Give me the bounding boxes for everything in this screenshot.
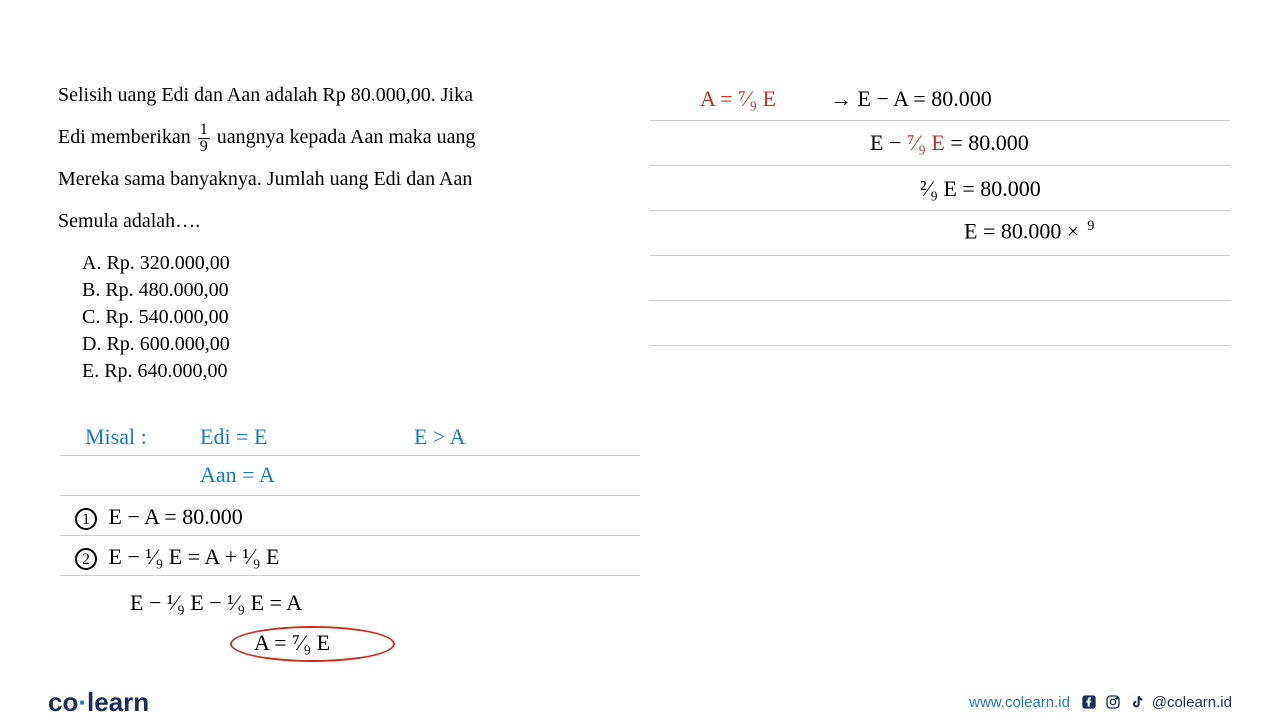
rule-line [650,255,1230,256]
circled-1: 1 [75,508,97,530]
problem-line1: Selisih uang Edi dan Aan adalah Rp 80.00… [58,76,598,114]
problem-line2: Edi memberikan 19 uangnya kepada Aan mak… [58,118,598,156]
option-d: D. Rp. 600.000,00 [82,331,230,358]
option-b: B. Rp. 480.000,00 [82,277,230,304]
social-handle: @colearn.id [1080,693,1232,711]
hand-edi: Edi = E [200,424,267,450]
hand-eq3: E − ¹⁄₉ E − ¹⁄₉ E = A [130,590,302,616]
hand-eq1: E − A = 80.000 [109,504,243,529]
hand-aan: Aan = A [200,462,275,488]
hand-eq1-row: 1 E − A = 80.000 [75,504,243,530]
hand-eq2: E − ¹⁄₉ E = A + ¹⁄₉ E [109,544,280,569]
hand-r4: E = 80.000 ×9 [964,218,1094,244]
answer-options: A. Rp. 320.000,00 B. Rp. 480.000,00 C. R… [82,250,230,385]
red-oval [230,626,395,662]
hand-eq2-row: 2 E − ¹⁄₉ E = A + ¹⁄₉ E [75,544,279,570]
option-e: E. Rp. 640.000,00 [82,358,230,385]
rule-line [60,455,640,456]
hand-misal: Misal : [85,424,147,450]
fraction-1-9: 19 [198,122,210,155]
hand-r2-row: E − ⁷⁄₉ E = 80.000 [870,130,1029,156]
logo: co·learn [48,687,149,718]
hand-r1a: A = ⁷⁄₉ E [700,86,776,112]
rule-line [650,345,1230,346]
rule-line [650,165,1230,166]
hand-r1b: → E − A = 80.000 [830,86,992,112]
rule-line [650,300,1230,301]
instagram-icon [1104,693,1122,711]
rule-line [650,120,1230,121]
option-a: A. Rp. 320.000,00 [82,250,230,277]
problem-text: Selisih uang Edi dan Aan adalah Rp 80.00… [58,76,598,244]
facebook-icon [1080,693,1098,711]
hand-ea: E > A [414,424,466,450]
problem-line3: Mereka sama banyaknya. Jumlah uang Edi d… [58,160,598,198]
hand-r3: ²⁄₉ E = 80.000 [920,176,1041,202]
rule-line [60,495,640,496]
site-url: www.colearn.id [969,694,1070,711]
rule-line [650,210,1230,211]
rule-line [60,575,640,576]
tiktok-icon [1128,693,1146,711]
problem-line4: Semula adalah…. [58,202,598,240]
rule-line [60,535,640,536]
circled-2: 2 [75,548,97,570]
option-c: C. Rp. 540.000,00 [82,304,230,331]
